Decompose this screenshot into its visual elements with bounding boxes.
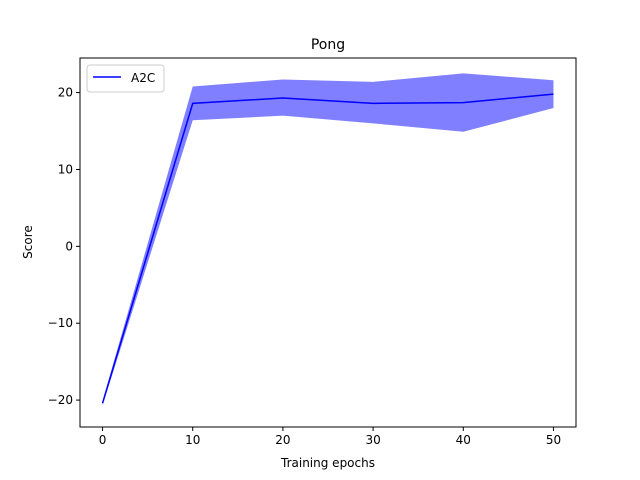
y-tick-label: −10 [48,316,73,330]
y-axis-label: Score [21,225,35,259]
y-axis-ticks: −20 −10 0 10 20 [48,86,80,407]
x-tick-label: 30 [365,433,380,447]
series-confidence-band [102,73,554,406]
y-tick-label: 20 [58,86,73,100]
chart-title: Pong [311,37,345,53]
series-line [101,93,554,404]
x-tick-label: 20 [275,433,290,447]
plot-area [101,73,554,406]
x-axis-ticks: 0 10 20 30 40 50 [99,427,561,447]
y-tick-label: 10 [58,162,73,176]
legend-box [86,64,165,93]
axes-frame [79,57,577,428]
y-tick-label: −20 [48,393,73,407]
x-tick-label: 40 [456,433,471,447]
x-tick-label: 10 [185,433,200,447]
x-tick-label: 0 [99,433,107,447]
legend-label: A2C [131,71,155,85]
y-tick-label: 0 [65,239,73,253]
x-tick-label: 50 [546,433,561,447]
legend: A2C [86,64,165,93]
x-axis-label: Training epochs [280,456,375,470]
